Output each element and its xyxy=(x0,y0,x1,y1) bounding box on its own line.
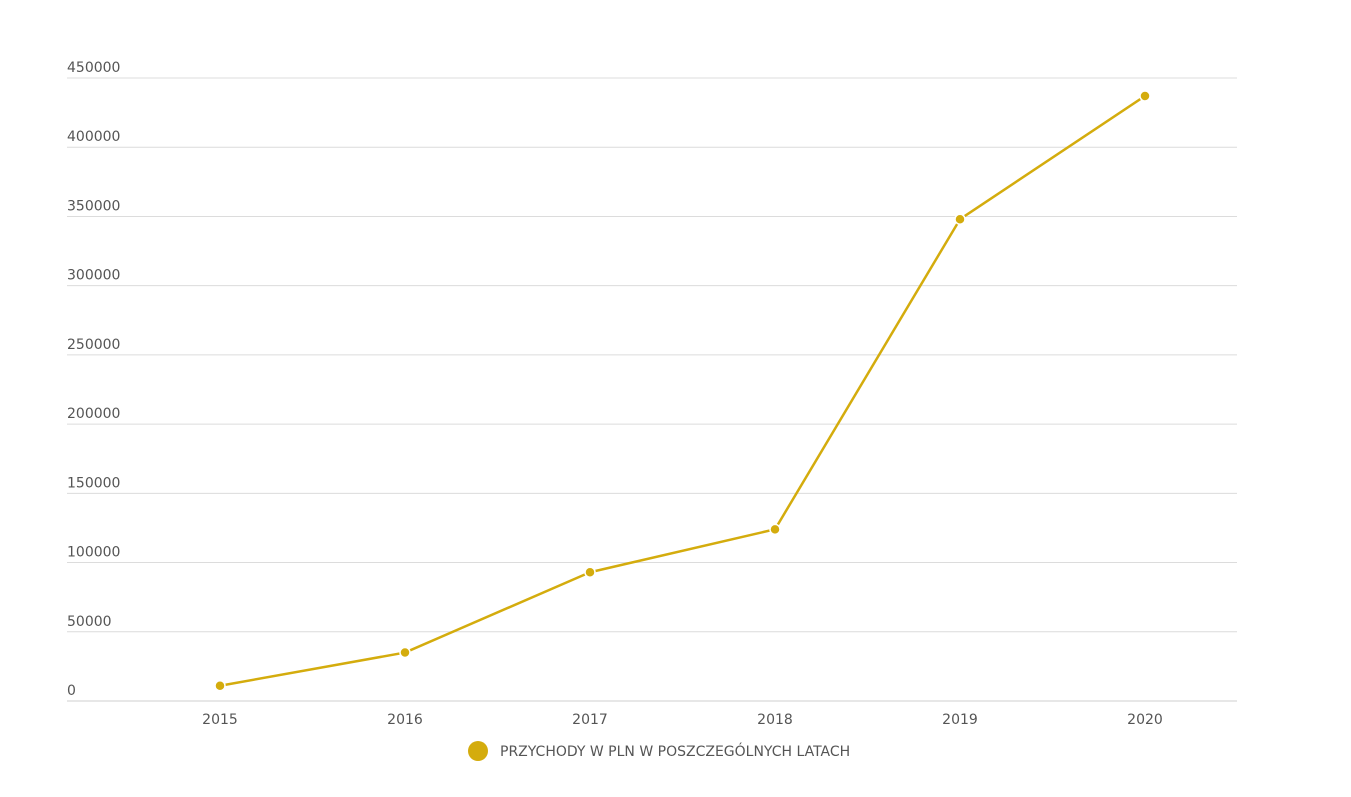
data-point-2016[interactable] xyxy=(399,646,411,659)
data-point-2018[interactable] xyxy=(769,523,781,536)
x-tick-label: 2016 xyxy=(387,712,423,728)
x-tick-label: 2020 xyxy=(1127,712,1163,728)
legend: PRZYCHODY W PLN W POSZCZEGÓLNYCH LATACH xyxy=(468,741,850,761)
x-tick-label: 2018 xyxy=(757,712,793,728)
legend-label: PRZYCHODY W PLN W POSZCZEGÓLNYCH LATACH xyxy=(500,742,850,760)
y-tick-label: 450000 xyxy=(67,60,120,76)
data-point-2015[interactable] xyxy=(214,680,226,692)
y-tick-label: 400000 xyxy=(67,129,120,145)
y-tick-label: 50000 xyxy=(67,614,112,630)
x-tick-label: 2017 xyxy=(572,712,608,728)
x-tick-label: 2015 xyxy=(202,712,238,728)
x-axis-tick-labels: 2015 2016 2017 2018 2019 2020 xyxy=(202,712,1163,728)
y-tick-label: 100000 xyxy=(67,545,120,561)
grid-lines xyxy=(67,77,1237,702)
data-point-2020[interactable] xyxy=(1139,90,1151,102)
y-tick-label: 300000 xyxy=(67,268,120,284)
series-line xyxy=(219,94,1146,688)
y-tick-label: 0 xyxy=(67,683,76,699)
y-axis-tick-labels: 0 50000 100000 150000 200000 250000 300000 3500… xyxy=(67,60,120,699)
y-tick-label: 150000 xyxy=(67,475,120,491)
x-tick-label: 2019 xyxy=(942,712,978,728)
y-tick-label: 200000 xyxy=(67,406,120,422)
data-point-2019[interactable] xyxy=(954,213,966,225)
legend-marker xyxy=(468,741,488,761)
y-tick-label: 250000 xyxy=(67,337,120,353)
y-tick-label: 350000 xyxy=(67,198,120,214)
data-point-2017[interactable] xyxy=(584,566,596,578)
series-layer xyxy=(214,90,1151,692)
